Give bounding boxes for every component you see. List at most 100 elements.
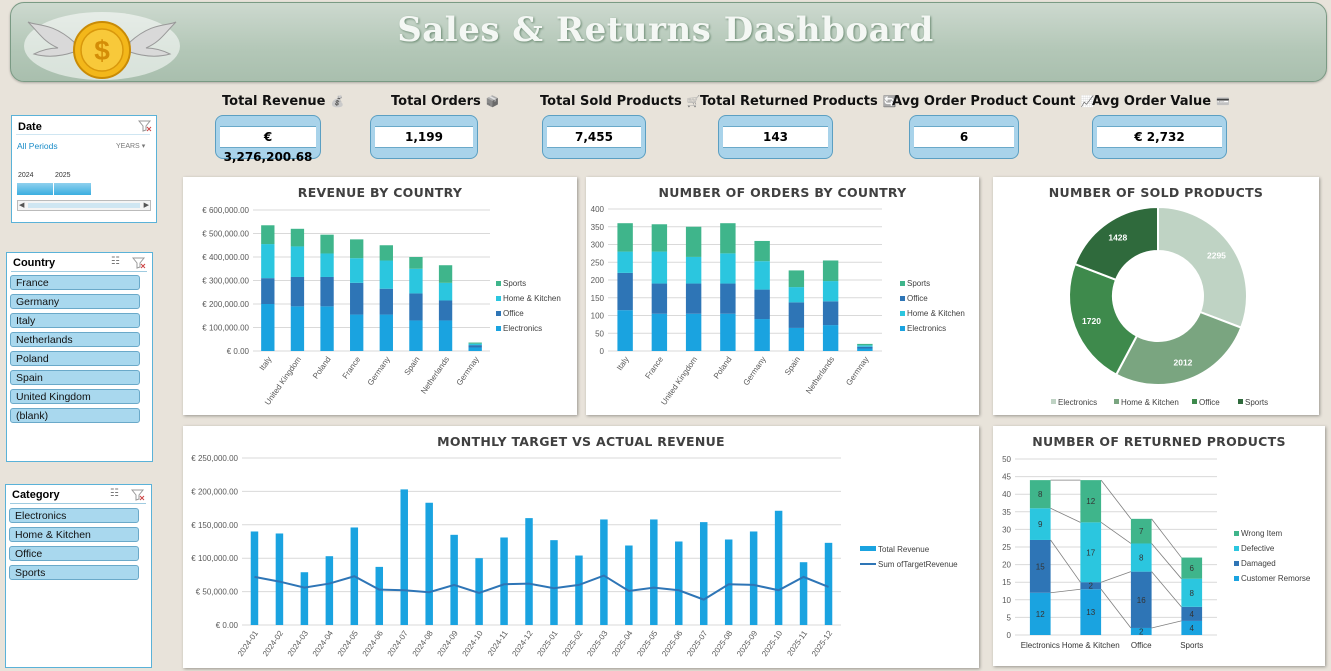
country-item[interactable]: Poland <box>10 351 140 366</box>
bar-segment <box>320 277 333 306</box>
legend-swatch <box>1234 531 1239 536</box>
data-label: 2 <box>1089 582 1094 591</box>
clear-filter-icon[interactable] <box>132 256 146 269</box>
x-tick-label: 2025-08 <box>710 629 735 659</box>
revenue-by-country-chart: € 0.00 € 100,000.00 € 200,000.00 € 300,000.… <box>183 177 577 415</box>
x-tick-label: Netherlands <box>804 355 836 396</box>
category-item[interactable]: Electronics <box>9 508 139 523</box>
bar-segment <box>754 241 769 261</box>
series-connector <box>1152 572 1182 607</box>
revenue-bar <box>725 539 732 625</box>
y-tick-label: € 0.00 <box>227 347 250 356</box>
country-item[interactable]: Italy <box>10 313 140 328</box>
sold-products-panel[interactable]: NUMBER OF SOLD PRODUCTS 2295 2012 1720 1428… <box>993 177 1319 415</box>
bar-segment <box>291 306 304 351</box>
bar-segment <box>686 257 701 284</box>
x-tick-label: Sports <box>1180 641 1203 650</box>
country-item[interactable]: United Kingdom <box>10 389 140 404</box>
legend-label: Total Revenue <box>878 545 930 554</box>
series-connector <box>1101 589 1131 628</box>
kpi-value: € 2,732 <box>1097 126 1222 148</box>
monthly-target-panel[interactable]: MONTHLY TARGET VS ACTUAL REVENUE € 0.00 €… <box>183 426 979 668</box>
legend-swatch <box>1234 576 1239 581</box>
x-tick-label: 2024-05 <box>336 629 361 659</box>
data-label: 4 <box>1190 624 1195 633</box>
kpi-card: 1,199 <box>370 115 478 159</box>
country-item[interactable]: Netherlands <box>10 332 140 347</box>
bar-segment <box>439 265 452 283</box>
scroll-left-icon[interactable]: ◀ <box>19 201 24 209</box>
legend-swatch <box>1234 546 1239 551</box>
country-slicer[interactable]: Country ☷ France Germany Italy Netherlands P… <box>6 252 153 462</box>
bar-segment <box>439 283 452 301</box>
date-slicer[interactable]: Date All Periods YEARS ▾ 2024 2025 ◀ ▶ <box>11 115 157 223</box>
x-tick-label: Spain <box>783 355 802 377</box>
revenue-bar <box>700 522 707 625</box>
year-bar-2025[interactable] <box>54 183 91 195</box>
legend-swatch <box>900 326 905 331</box>
country-item[interactable]: (blank) <box>10 408 140 423</box>
donut-slice <box>1116 312 1241 385</box>
clear-filter-icon[interactable] <box>138 119 152 132</box>
category-item[interactable]: Office <box>9 546 139 561</box>
country-item[interactable]: France <box>10 275 140 290</box>
donut-slice <box>1075 207 1158 280</box>
data-label: 7 <box>1139 527 1144 536</box>
revenue-bar <box>326 556 333 625</box>
y-tick-label: 30 <box>1002 525 1011 534</box>
revenue-bar <box>625 546 632 625</box>
x-tick-label: France <box>643 355 665 381</box>
y-tick-label: 50 <box>1002 455 1011 464</box>
x-tick-label: Electronics <box>1021 641 1060 650</box>
monthly-target-chart: € 0.00€ 50,000.00€ 100,000.00€ 150,000.0… <box>183 426 979 668</box>
year-bar-2024[interactable] <box>17 183 53 195</box>
cart-icon: 🛒 <box>687 95 701 108</box>
country-item[interactable]: Spain <box>10 370 140 385</box>
bar-segment <box>789 287 804 302</box>
bar-segment <box>789 302 804 328</box>
country-item[interactable]: Germany <box>10 294 140 309</box>
revenue-by-country-panel[interactable]: REVENUE BY COUNTRY € 0.00 € 100,000.00 € 2… <box>183 177 577 415</box>
multi-select-icon[interactable]: ☷ <box>111 256 120 267</box>
bar-segment <box>380 289 393 315</box>
bar-segment <box>380 245 393 260</box>
legend-swatch <box>1238 399 1243 404</box>
category-slicer[interactable]: Category ☷ Electronics Home & Kitchen Offi… <box>5 484 152 668</box>
clear-filter-icon[interactable] <box>131 488 145 501</box>
y-tick-label: € 600,000.00 <box>202 206 249 215</box>
legend-label: Sports <box>503 279 526 288</box>
bar-segment <box>754 261 769 289</box>
category-item[interactable]: Home & Kitchen <box>9 527 139 542</box>
revenue-bar <box>550 540 557 625</box>
data-label: 1720 <box>1082 316 1101 326</box>
scroll-right-icon[interactable]: ▶ <box>144 201 149 209</box>
bar-segment <box>823 301 838 325</box>
legend-label: Office <box>907 294 928 303</box>
series-connector <box>1051 589 1081 593</box>
multi-select-icon[interactable]: ☷ <box>110 488 119 499</box>
scrollbar-thumb[interactable] <box>28 203 140 208</box>
country-slicer-title: Country <box>13 257 55 269</box>
orders-by-country-panel[interactable]: NUMBER OF ORDERS BY COUNTRY 0 50 100 150 200… <box>586 177 979 415</box>
returned-products-panel[interactable]: NUMBER OF RETURNED PRODUCTS 0 5 10 15 20 25 30… <box>993 426 1325 666</box>
bar-segment <box>823 260 838 281</box>
y-tick-label: € 50,000.00 <box>196 588 239 597</box>
legend-label: Home & Kitchen <box>1121 398 1179 407</box>
category-item[interactable]: Sports <box>9 565 139 580</box>
bar-segment <box>409 257 422 269</box>
revenue-bar <box>500 537 507 625</box>
bar-segment <box>261 304 274 351</box>
kpi-value: € 3,276,200.68 <box>220 126 316 148</box>
data-label: 4 <box>1190 610 1195 619</box>
bar-segment <box>720 314 735 351</box>
x-tick-label: 2024-09 <box>436 629 461 659</box>
bar-segment <box>261 225 274 244</box>
y-tick-label: 35 <box>1002 508 1011 517</box>
money-bag-icon: 💰 <box>331 95 345 108</box>
x-tick-label: 2025-06 <box>660 629 685 659</box>
revenue-bar <box>525 518 532 625</box>
kpi-label-text: Total Sold Products <box>540 94 682 109</box>
period-level-dropdown[interactable]: YEARS ▾ <box>116 142 145 150</box>
timeline-scrollbar[interactable]: ◀ ▶ <box>17 200 151 211</box>
legend-swatch <box>1114 399 1119 404</box>
